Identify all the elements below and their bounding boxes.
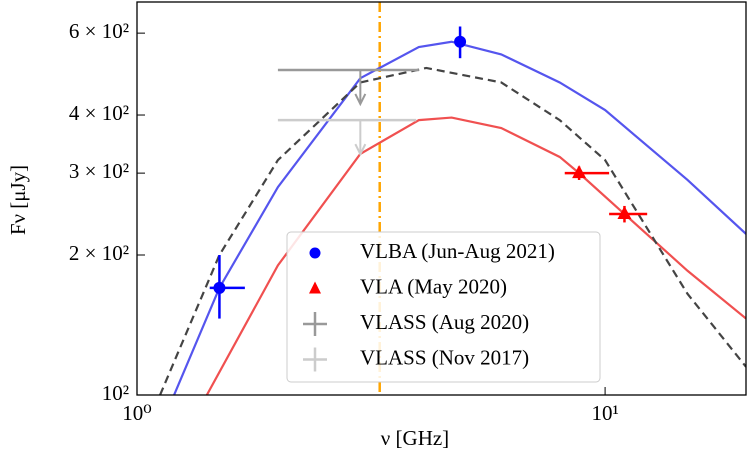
x-tick-label: 10¹ — [591, 401, 618, 425]
y-tick-label: 4 × 10² — [69, 101, 129, 125]
legend-box — [286, 231, 601, 383]
plot-frame — [136, 1, 747, 396]
legend-swatch — [309, 247, 321, 259]
data-point — [617, 206, 632, 220]
arrow-head — [354, 93, 367, 107]
x-axis-label: ν [GHz] — [381, 426, 449, 450]
y-tick-label: 10² — [102, 381, 129, 405]
model-curve — [159, 66, 746, 395]
y-axis-label: Fν [μJy] — [6, 165, 30, 235]
data-point — [572, 165, 587, 179]
legend-label: VLBA (Jun-Aug 2021) — [360, 239, 555, 263]
legend-label: VLASS (Aug 2020) — [360, 310, 529, 334]
plot-area — [159, 2, 746, 395]
legend-label: VLASS (Nov 2017) — [360, 345, 529, 369]
x-tick-label: 10⁰ — [122, 401, 151, 425]
model-curve — [205, 116, 746, 395]
data-point — [454, 35, 467, 48]
y-tick-label: 2 × 10² — [69, 241, 129, 265]
data-point — [213, 281, 226, 294]
model-curve — [173, 40, 746, 395]
legend-label: VLA (May 2020) — [360, 274, 507, 298]
y-tick-label: 6 × 10² — [69, 19, 129, 43]
legend: VLBA (Jun-Aug 2021) VLA (May 2020) VLASS (… — [286, 231, 601, 383]
y-tick-label: 3 × 10² — [69, 159, 129, 183]
arrow-head — [354, 143, 367, 157]
legend-swatch — [309, 281, 321, 294]
